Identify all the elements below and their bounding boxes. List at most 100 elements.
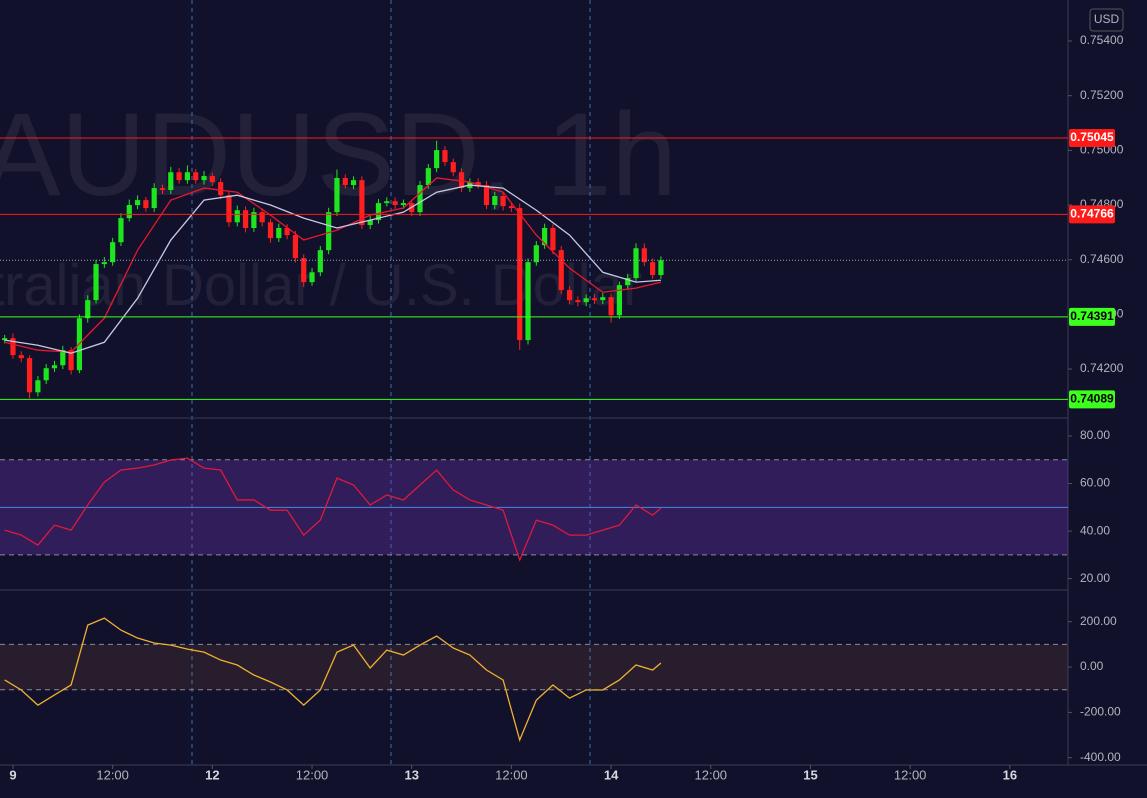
candle-body (608, 297, 614, 316)
candle-body (533, 245, 539, 263)
candle-body (525, 262, 531, 341)
candle-body (110, 242, 116, 263)
candle-body (326, 212, 332, 251)
candle-body (375, 203, 382, 221)
level-label-box (1069, 390, 1115, 409)
candle-body (566, 290, 573, 301)
candle-body (517, 208, 523, 341)
candle-body (350, 180, 357, 186)
candle-body (60, 350, 66, 366)
y-tick-label: -400.00 (1080, 750, 1121, 764)
candle-body (334, 177, 340, 213)
candle-body (51, 365, 58, 369)
candle-body (641, 248, 647, 263)
level-label: 0.74391 (1070, 309, 1114, 323)
candle-body (475, 182, 481, 186)
candle-body (367, 220, 373, 225)
x-tick-label: 9 (9, 767, 16, 782)
candle-body (159, 188, 166, 190)
candle-body (184, 172, 191, 181)
candle-body (101, 262, 107, 265)
candle-body (392, 201, 398, 206)
candle-body (151, 188, 157, 209)
candle-body (234, 210, 240, 223)
candle-body (251, 212, 257, 228)
y-tick-label: 20.00 (1080, 571, 1110, 585)
candle-body (93, 264, 99, 301)
moving-average-line (4, 184, 661, 354)
x-tick-label: 12:00 (296, 767, 329, 782)
indicator-line (4, 617, 662, 743)
candle-body (650, 262, 656, 276)
y-tick-label: 0.74200 (1080, 361, 1124, 375)
candle-body (342, 177, 348, 186)
candle-body (85, 300, 91, 319)
candle-body (558, 250, 564, 291)
candle-body (209, 176, 215, 183)
candle-body (2, 338, 8, 341)
x-tick-label: 12:00 (894, 767, 927, 782)
candle-body (625, 278, 631, 286)
x-tick-label: 12:00 (96, 767, 129, 782)
candle-body (168, 172, 174, 190)
candle-body (384, 201, 390, 204)
y-tick-label: 0.75400 (1080, 33, 1124, 47)
candle-body (276, 228, 282, 239)
candle-body (492, 196, 498, 206)
candle-body (633, 248, 639, 279)
level-label: 0.74089 (1070, 392, 1114, 406)
x-tick-label: 12:00 (495, 767, 528, 782)
x-tick-label: 14 (604, 767, 619, 782)
candle-body (550, 228, 556, 251)
candle-body (10, 338, 16, 356)
x-tick-label: 13 (404, 767, 418, 782)
currency-box (1089, 8, 1124, 32)
candle-body (616, 285, 623, 316)
candle-body (301, 258, 307, 283)
candle-body (18, 355, 24, 359)
candle-body (359, 180, 365, 225)
indicator-line (4, 457, 662, 562)
candle-body (508, 206, 515, 209)
candle-body (201, 176, 207, 181)
candle-body (600, 297, 606, 301)
y-tick-label: 0.75200 (1080, 88, 1124, 102)
candle-body (267, 222, 274, 239)
y-tick-label: 40.00 (1080, 523, 1110, 537)
candle-body (26, 358, 33, 393)
candle-body (450, 162, 456, 173)
level-label-box (1069, 307, 1115, 326)
candle-body (43, 368, 49, 381)
x-tick-label: 12 (205, 767, 219, 782)
candle-body (134, 200, 141, 206)
candle-body (242, 210, 249, 228)
y-tick-label: 80.00 (1080, 428, 1110, 442)
candle-body (425, 168, 431, 186)
candle-body (176, 172, 182, 181)
candle-body (500, 196, 506, 207)
candle-body (417, 185, 423, 213)
x-tick-label: 15 (803, 767, 817, 782)
y-tick-label: 0.74600 (1080, 252, 1124, 266)
candle-body (218, 182, 224, 196)
x-tick-label: 12:00 (695, 767, 728, 782)
candle-body (591, 298, 598, 301)
candle-body (193, 172, 199, 181)
candle-body (292, 235, 299, 259)
level-label: 0.75045 (1070, 130, 1114, 144)
candle-body (317, 250, 323, 273)
level-label-box (1069, 129, 1115, 148)
candle-body (309, 272, 315, 283)
candle-body (434, 150, 440, 169)
y-tick-label: 0.00 (1080, 659, 1104, 673)
candle-body (226, 195, 232, 223)
y-tick-label: 60.00 (1080, 476, 1110, 490)
x-tick-label: 16 (1003, 767, 1017, 782)
candle-body (575, 300, 581, 303)
candle-body (442, 150, 448, 163)
candle-body (259, 212, 265, 223)
candle-body (68, 350, 74, 371)
currency-label: USD (1094, 12, 1120, 26)
